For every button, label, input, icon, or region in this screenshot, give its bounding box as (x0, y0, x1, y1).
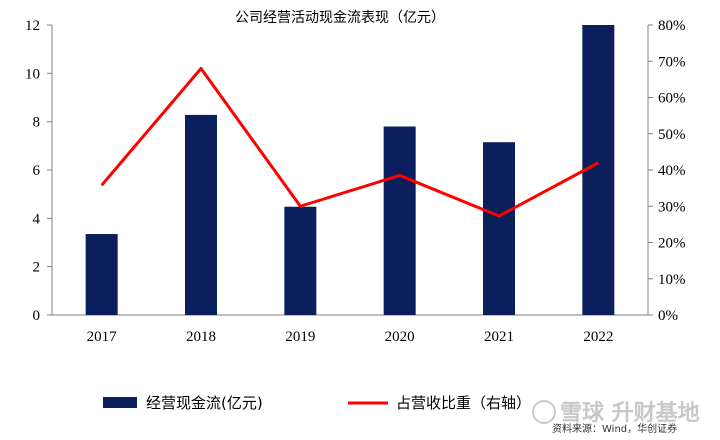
left-tick-label: 0 (33, 308, 41, 324)
right-tick-label: 80% (658, 18, 686, 34)
x-tick-label: 2022 (583, 329, 613, 345)
right-tick-label: 50% (658, 127, 686, 143)
x-tick-label: 2018 (186, 329, 216, 345)
right-tick-label: 30% (658, 199, 686, 215)
right-tick-label: 60% (658, 91, 686, 107)
right-tick-label: 70% (658, 54, 686, 70)
left-tick-label: 10 (25, 66, 40, 82)
bar (483, 142, 515, 315)
legend-bar-swatch (103, 397, 137, 408)
legend: 经营现金流(亿元) 占营收比重（右轴） (103, 394, 531, 412)
snowball-logo-icon (532, 400, 556, 424)
right-tick-label: 10% (658, 272, 686, 288)
legend-bar-label: 经营现金流(亿元) (146, 394, 263, 412)
line-path (100, 67, 600, 218)
bar-series (85, 25, 615, 316)
legend-line-label: 占营收比重（右轴） (396, 394, 531, 412)
x-tick-label: 2019 (285, 329, 315, 345)
left-axis: 0 2 4 6 8 10 12 (25, 18, 52, 324)
watermark-source: 资料来源：Wind，华创证券 (552, 422, 677, 435)
right-axis: 0% 10% 20% 30% 40% 50% 60% 70% 80% (648, 18, 686, 324)
left-tick-label: 6 (33, 163, 41, 179)
left-tick-label: 12 (25, 18, 40, 34)
line-series (100, 67, 600, 218)
bar (383, 126, 416, 315)
chart-title: 公司经营活动现金流表现（亿元） (235, 10, 445, 26)
x-tick-label: 2021 (484, 329, 514, 345)
right-tick-label: 20% (658, 236, 686, 252)
x-axis: 2017 2018 2019 2020 2021 2022 (87, 329, 614, 345)
watermark: 雪球 升财基地 资料来源：Wind，华创证券 (532, 400, 700, 435)
left-tick-label: 2 (33, 260, 41, 276)
x-tick-label: 2017 (87, 329, 118, 345)
plot-frame (51, 25, 649, 316)
watermark-text: 雪球 升财基地 (560, 401, 700, 426)
bar (85, 234, 118, 315)
left-tick-label: 8 (33, 115, 41, 131)
x-tick-label: 2020 (385, 329, 415, 345)
right-tick-label: 0% (658, 308, 678, 324)
bar (185, 114, 217, 316)
left-tick-label: 4 (33, 211, 41, 227)
right-tick-label: 40% (658, 163, 686, 179)
bar (284, 206, 317, 315)
